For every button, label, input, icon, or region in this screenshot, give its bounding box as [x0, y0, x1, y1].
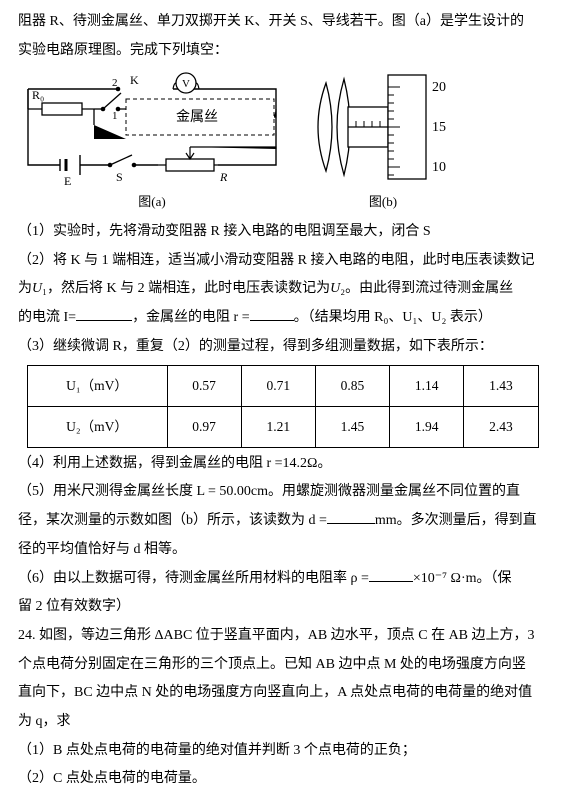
data-table: U₁（mV） 0.57 0.71 0.85 1.14 1.43 U₂（mV） 0… — [27, 365, 539, 447]
q24-c: 直向下，BC 边中点 N 处的电场强度方向竖直向上，A 点处点电荷的电荷量的绝对… — [18, 679, 547, 708]
blank-r — [250, 307, 294, 321]
micrometer-diagram: 20 15 10 — [308, 69, 458, 187]
caption-b: 图(b) — [308, 189, 458, 216]
q24-a: 24. 如图，等边三角形 ΔABC 位于竖直平面内，AB 边水平，顶点 C 在 … — [18, 622, 547, 651]
q3: （3）继续微调 R，重复（2）的测量过程，得到多组测量数据，如下表所示： — [18, 333, 547, 362]
figure-b: 20 15 10 图(b) — [308, 69, 458, 216]
q5-a: （5）用米尺测得金属丝长度 L = 50.00cm。用螺旋测微器测量金属丝不同位… — [18, 478, 547, 507]
q2-b: 为U₁，然后将 K 与 2 端相连，此时电压表读数记为U₂。由此得到流过待测金属… — [18, 275, 547, 304]
table-row: U₂（mV） 0.97 1.21 1.45 1.94 2.43 — [27, 407, 538, 448]
q24-d: 为 q，求 — [18, 708, 547, 737]
label-K: K — [130, 73, 139, 87]
tick-15: 15 — [432, 120, 446, 135]
q2-c: 的电流 I=，金属丝的电阻 r =。（结果均用 R₀、U₁、U₂ 表示） — [18, 304, 547, 333]
intro-line2: 实验电路原理图。完成下列填空： — [18, 37, 547, 66]
cell: 0.85 — [315, 366, 389, 407]
cell: 0.97 — [167, 407, 241, 448]
cell: 1.14 — [390, 366, 464, 407]
blank-I — [76, 307, 132, 321]
q6-b: 留 2 位有效数字） — [18, 593, 547, 622]
table-row: U₁（mV） 0.57 0.71 0.85 1.14 1.43 — [27, 366, 538, 407]
label-R: R — [219, 170, 228, 184]
figure-row: R₀ 2 1 K V 金属丝 E — [18, 69, 547, 216]
label-wire: 金属丝 — [176, 109, 218, 125]
q5-c: 径的平均值恰好与 d 相等。 — [18, 536, 547, 565]
q4: （4）利用上述数据，得到金属丝的电阻 r =14.2Ω。 — [18, 450, 547, 479]
blank-rho — [369, 568, 413, 582]
label-one: 1 — [112, 110, 118, 122]
blank-d — [327, 510, 375, 524]
row2-label: U₂（mV） — [27, 407, 167, 448]
cell: 1.94 — [390, 407, 464, 448]
cell: 1.43 — [464, 366, 538, 407]
tick-10: 10 — [432, 160, 446, 175]
tick-20: 20 — [432, 80, 446, 95]
label-V: V — [182, 78, 190, 90]
label-S: S — [116, 170, 123, 184]
figure-a: R₀ 2 1 K V 金属丝 E — [18, 69, 286, 216]
q24-b: 个点电荷分别固定在三角形的三个顶点上。已知 AB 边中点 M 处的电场强度方向竖 — [18, 651, 547, 680]
label-E: E — [64, 174, 71, 187]
q6-a: （6）由以上数据可得，待测金属丝所用材料的电阻率 ρ =×10⁻⁷ Ω·m。（保 — [18, 565, 547, 594]
cell: 1.21 — [241, 407, 315, 448]
intro-line1: 阻器 R、待测金属丝、单刀双掷开关 K、开关 S、导线若干。图（a）是学生设计的 — [18, 8, 547, 37]
cell: 2.43 — [464, 407, 538, 448]
cell: 0.57 — [167, 366, 241, 407]
q24-e: （1）B 点处点电荷的电荷量的绝对值并判断 3 个点电荷的正负； — [18, 737, 547, 766]
row1-label: U₁（mV） — [27, 366, 167, 407]
caption-a: 图(a) — [18, 189, 286, 216]
label-two: 2 — [112, 77, 118, 89]
q2-a: （2）将 K 与 1 端相连，适当减小滑动变阻器 R 接入电路的电阻，此时电压表… — [18, 247, 547, 276]
circuit-diagram: R₀ 2 1 K V 金属丝 E — [18, 69, 286, 187]
q5-b: 径，某次测量的示数如图（b）所示，该读数为 d =mm。多次测量后，得到直 — [18, 507, 547, 536]
q1: （1）实验时，先将滑动变阻器 R 接入电路的电阻调至最大，闭合 S — [18, 218, 547, 247]
label-R0: R₀ — [32, 88, 44, 102]
cell: 0.71 — [241, 366, 315, 407]
cell: 1.45 — [315, 407, 389, 448]
